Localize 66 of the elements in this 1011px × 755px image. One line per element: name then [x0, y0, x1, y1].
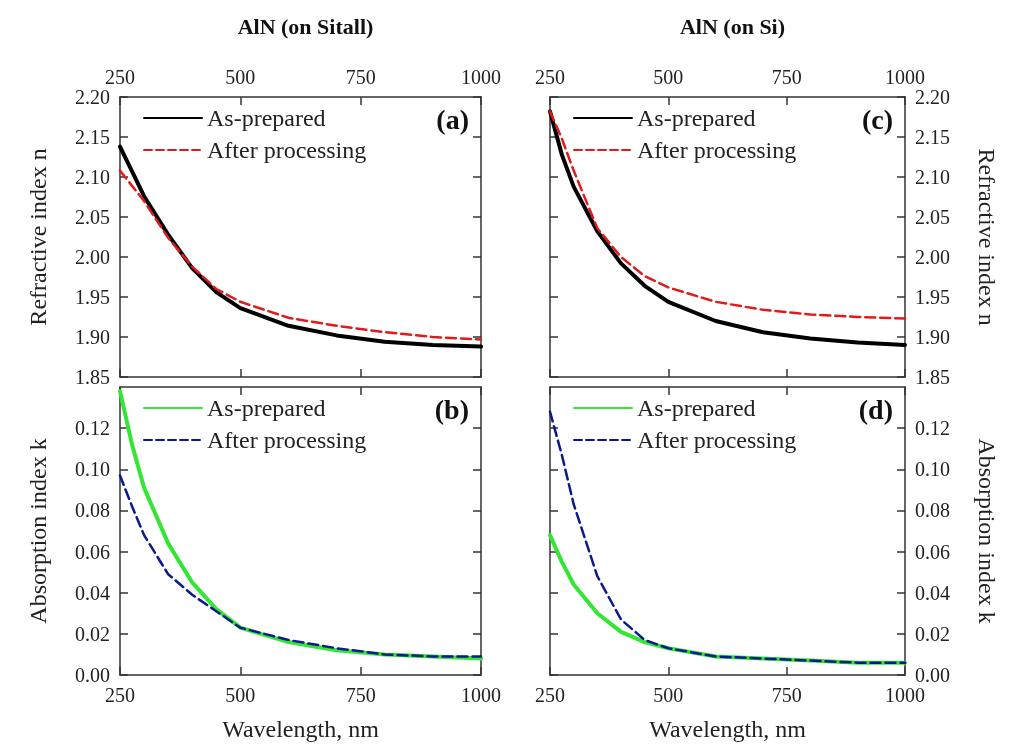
y-tick-label: 0.06	[75, 540, 110, 563]
x-tick-label: 750	[345, 684, 376, 706]
x-tick-label: 750	[771, 66, 802, 88]
chart-title: AlN (on Sitall)	[237, 13, 374, 39]
legend-label: After processing	[207, 137, 367, 163]
annotation: (a)	[436, 103, 470, 135]
legend-label: After processing	[637, 427, 797, 453]
y2-tick-label: 2.10	[915, 166, 950, 188]
x-tick-label: 250	[535, 684, 565, 706]
legend-label: As-prepared	[637, 395, 756, 421]
y-tick-label: 2.15	[75, 126, 110, 148]
y-tick-label: 1.95	[75, 286, 110, 308]
y-tick-label: 2.10	[75, 166, 110, 188]
y-tick-label: 1.90	[75, 326, 110, 348]
x-tick-label: 500	[653, 66, 684, 88]
x-axis-title: Wavelength, nm	[222, 716, 380, 742]
x-tick-label: 250	[105, 684, 135, 706]
x-axis-title: Wavelength, nm	[649, 716, 807, 742]
legend-label: As-prepared	[207, 395, 326, 421]
legend-label: After processing	[207, 427, 367, 453]
y-tick-label: 0.00	[75, 664, 110, 686]
y-tick-label: 0.12	[75, 417, 110, 440]
y-tick-label: 0.08	[75, 499, 110, 522]
x-tick-label: 1000	[461, 684, 501, 706]
x-tick-label: 750	[345, 66, 376, 88]
y-tick-label: 0.04	[75, 581, 110, 604]
y2-tick-label: 2.20	[915, 86, 950, 108]
chart-title: AlN (on Si)	[679, 13, 786, 39]
legend-label: After processing	[637, 137, 797, 163]
x-tick-label: 1000	[885, 66, 925, 88]
y2-tick-label: 1.90	[915, 326, 950, 348]
annotation: (c)	[861, 103, 893, 135]
y2-tick-label: 2.05	[915, 206, 950, 228]
y-tick-label: 0.10	[75, 458, 110, 481]
legend-label: As-prepared	[207, 105, 326, 131]
y-tick-label: 1.85	[75, 366, 110, 388]
y2-tick-label: 1.95	[915, 286, 950, 308]
annotation: (d)	[858, 393, 894, 425]
y-tick-label: 0.02	[75, 622, 110, 645]
y2-tick-label: 2.00	[915, 246, 950, 268]
y2-tick-label: 0.00	[915, 664, 950, 686]
x-tick-label: 750	[771, 684, 802, 706]
x-tick-label: 500	[653, 684, 684, 706]
legend-label: As-prepared	[637, 105, 756, 131]
y2-tick-label: 0.02	[915, 622, 950, 645]
y2-tick-label: 0.10	[915, 458, 950, 481]
y-tick-label: 2.20	[75, 86, 110, 108]
x-tick-label: 250	[105, 66, 135, 88]
y2-tick-label: 2.15	[915, 126, 950, 148]
y2-tick-label: 0.12	[915, 417, 950, 440]
x-tick-label: 1000	[461, 66, 501, 88]
y2-axis-title: Absorption index k	[974, 438, 1000, 624]
y2-axis-title: Refractive index n	[974, 148, 1000, 326]
y2-tick-label: 1.85	[915, 366, 950, 388]
y-axis-title: Refractive index n	[25, 148, 51, 326]
y2-tick-label: 0.06	[915, 540, 950, 563]
y2-tick-label: 0.04	[915, 581, 950, 604]
annotation: (b)	[434, 393, 470, 425]
x-tick-label: 1000	[885, 684, 925, 706]
y2-tick-label: 0.08	[915, 499, 950, 522]
x-tick-label: 500	[225, 684, 256, 706]
x-tick-label: 500	[225, 66, 256, 88]
y-axis-title: Absorption index k	[25, 438, 51, 624]
y-tick-label: 2.05	[75, 206, 110, 228]
x-tick-label: 250	[535, 66, 565, 88]
y-tick-label: 2.00	[75, 246, 110, 268]
